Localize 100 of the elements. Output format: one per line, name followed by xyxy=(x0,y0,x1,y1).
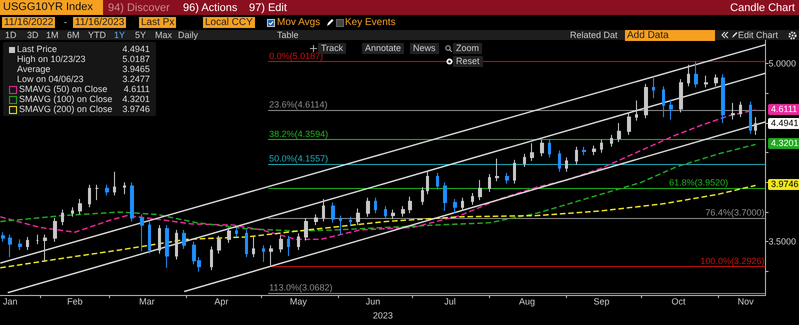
candlestick xyxy=(36,234,39,245)
candlestick xyxy=(391,209,395,220)
y-tick-label: 3.5000 xyxy=(768,236,796,247)
candlestick xyxy=(339,215,342,236)
candlestick xyxy=(356,208,360,226)
annotation: Annotate xyxy=(362,43,404,54)
annotation: 3.2477 xyxy=(121,74,151,84)
text: 11/16/2022 xyxy=(2,17,56,28)
candlestick xyxy=(322,198,325,222)
candlestick xyxy=(304,217,308,242)
candlestick xyxy=(721,74,725,124)
candlestick xyxy=(175,229,178,260)
candlestick xyxy=(217,235,221,254)
x-tick-label: Nov xyxy=(738,296,754,307)
candlestick xyxy=(635,100,638,122)
candlestick xyxy=(749,101,752,134)
annotation: Edit Chart xyxy=(738,30,778,41)
candlestick xyxy=(210,246,213,271)
candlestick xyxy=(739,101,742,118)
annotation: 4.3201 xyxy=(121,94,151,104)
annotation: High on 10/23/23 xyxy=(17,54,86,64)
candlestick xyxy=(600,139,603,154)
text: 97) Edit xyxy=(249,1,287,15)
annotation: Low on 04/06/23 xyxy=(17,74,84,84)
annotation: 1Y xyxy=(114,30,126,41)
candlestick xyxy=(453,198,457,214)
candlestick xyxy=(366,197,370,218)
candlestick xyxy=(262,244,265,262)
candlestick xyxy=(113,171,116,196)
candlestick xyxy=(408,196,412,214)
x-tick-label: Jan xyxy=(2,296,18,307)
annotation: 1D xyxy=(5,30,17,41)
annotation: Reset xyxy=(453,56,483,67)
candlestick xyxy=(731,102,735,120)
candlestick xyxy=(565,156,568,172)
annotation: 5.0187 xyxy=(121,54,151,64)
x-tick-label: Aug xyxy=(518,296,535,307)
candlestick xyxy=(95,184,99,201)
candlestick xyxy=(1,232,5,242)
annotation: Zoom xyxy=(453,43,482,54)
candlestick xyxy=(652,76,655,99)
ref-line-label: 23.6%(4.6114) xyxy=(269,99,328,110)
candlestick xyxy=(43,234,47,262)
candlestick xyxy=(461,197,464,212)
candlestick xyxy=(610,134,613,148)
candlestick xyxy=(78,198,82,215)
candlestick xyxy=(426,171,429,195)
annotation: 1M xyxy=(46,30,59,41)
candlestick xyxy=(530,142,534,162)
x-tick-label: Feb xyxy=(67,296,83,307)
candlestick xyxy=(627,113,631,136)
text: 4.6111 xyxy=(768,104,799,115)
candlestick xyxy=(540,139,544,157)
y-tick-label: 5.0000 xyxy=(768,58,796,69)
legend-label: SMAVG (200) on Close xyxy=(19,104,112,114)
candlestick xyxy=(679,78,683,113)
text: 4.4941 xyxy=(768,118,799,129)
candlestick xyxy=(331,202,335,224)
candlestick xyxy=(374,197,377,214)
annotation: Table xyxy=(277,30,299,41)
annotation: YTD xyxy=(88,30,106,41)
candlestick xyxy=(421,186,424,206)
text: Mov Avgs xyxy=(277,17,320,28)
x-tick-label: Mar xyxy=(139,296,155,307)
legend-label: SMAVG (50) on Close xyxy=(19,84,108,94)
candlestick xyxy=(71,206,74,218)
text: 11/16/2023 xyxy=(73,17,126,28)
candlestick xyxy=(754,116,757,136)
annotation: Add Data xyxy=(625,30,715,41)
text: 4.3201 xyxy=(768,138,799,150)
candlestick xyxy=(287,235,290,256)
candlestick xyxy=(687,64,690,87)
legend-label: Last Price xyxy=(17,44,58,54)
candlestick xyxy=(436,172,439,190)
candlestick xyxy=(558,150,561,172)
candlestick xyxy=(148,221,151,254)
candlestick xyxy=(158,224,161,254)
candlestick xyxy=(488,174,491,192)
candlestick xyxy=(314,214,318,226)
annotation: Average xyxy=(17,64,50,74)
candlestick xyxy=(53,217,57,242)
candlestick xyxy=(252,235,255,258)
candlestick xyxy=(694,61,698,88)
candlestick xyxy=(704,75,708,88)
candlestick xyxy=(279,235,283,253)
candlestick xyxy=(575,146,578,166)
candlestick xyxy=(245,229,248,258)
x-axis-title: 2023 xyxy=(372,310,393,320)
candlestick xyxy=(105,184,109,196)
annotation: Daily xyxy=(178,30,198,41)
candlestick xyxy=(401,206,405,218)
annotation: 5Y xyxy=(135,30,146,41)
candlestick xyxy=(478,180,482,201)
candlestick xyxy=(582,146,586,156)
candlestick xyxy=(523,153,526,168)
ref-line-label: 113.0%(3.0682) xyxy=(269,282,333,292)
candlestick xyxy=(662,86,665,118)
candlestick xyxy=(384,206,387,220)
candlestick xyxy=(617,122,621,143)
annotation: Related Dat xyxy=(570,30,618,41)
